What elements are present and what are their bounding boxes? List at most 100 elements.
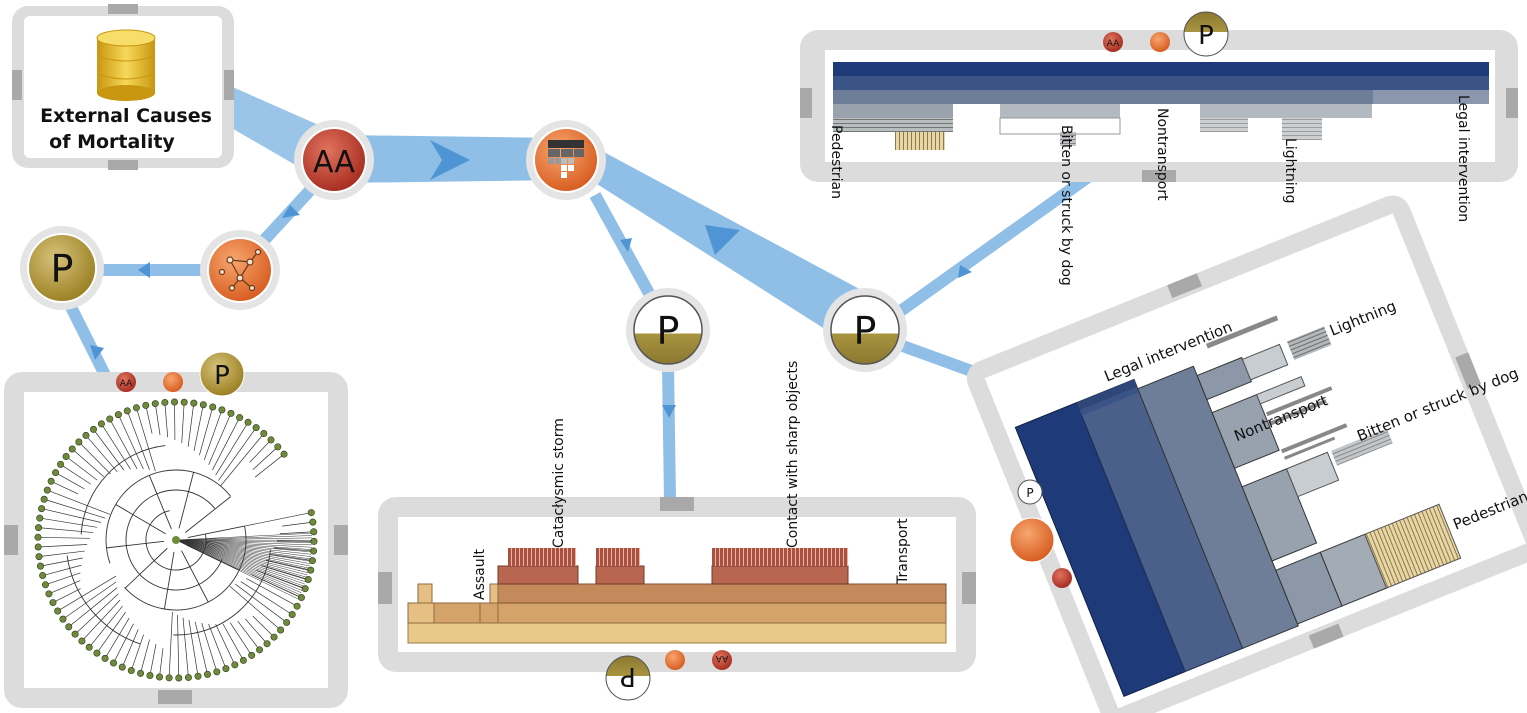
tree-leaf[interactable] (78, 637, 86, 645)
tree-leaf[interactable] (65, 623, 73, 631)
projection-mid-node[interactable]: P (626, 288, 710, 372)
tree-leaf[interactable] (62, 453, 70, 461)
tree-leaf[interactable] (283, 618, 291, 626)
tree-leaf[interactable] (194, 672, 202, 680)
icicle-level-1[interactable] (833, 62, 1489, 76)
bottom-panel-p-badge[interactable] (605, 655, 651, 701)
tree-leaf[interactable] (47, 477, 55, 485)
tree-leaf[interactable] (209, 403, 217, 411)
tree-leaf[interactable] (110, 659, 118, 667)
tree-leaf[interactable] (165, 674, 173, 682)
tree-leaf[interactable] (218, 406, 226, 414)
tree-leaf[interactable] (57, 460, 65, 468)
tree-leaf[interactable] (137, 669, 145, 677)
tree-leaf[interactable] (93, 649, 101, 657)
tree-leaf[interactable] (307, 509, 315, 517)
rotated-treemap-panel[interactable]: Legal intervention Lightning Nontranspor… (961, 176, 1527, 713)
tree-leaf[interactable] (175, 674, 183, 682)
tree-leaf[interactable] (270, 633, 278, 641)
tree-leaf[interactable] (151, 400, 159, 408)
tree-leaf[interactable] (114, 411, 122, 419)
tree-leaf[interactable] (38, 505, 46, 513)
tree-leaf[interactable] (203, 670, 211, 678)
tree-leaf[interactable] (231, 661, 239, 669)
tree-leaf[interactable] (82, 431, 90, 439)
tree-leaf[interactable] (301, 585, 309, 593)
bottom-icicle-panel[interactable]: Assault Catacłysmic storm Contact with s… (378, 361, 976, 701)
tree-leaf[interactable] (41, 581, 49, 589)
tree-leaf[interactable] (252, 424, 260, 432)
hierarchy-node[interactable] (526, 120, 606, 200)
tree-leaf[interactable] (277, 626, 285, 634)
tree-leaf[interactable] (36, 514, 44, 522)
tree-leaf[interactable] (190, 399, 198, 407)
network-node[interactable] (200, 230, 280, 310)
tree-leaf[interactable] (248, 651, 256, 659)
tree-leaf[interactable] (49, 599, 57, 607)
tree-leaf[interactable] (54, 607, 62, 615)
tree-leaf[interactable] (227, 409, 235, 417)
tree-leaf[interactable] (35, 553, 43, 561)
tree-leaf[interactable] (123, 407, 131, 415)
left-panel-p-badge[interactable] (199, 351, 245, 397)
projection-right-node[interactable]: P (823, 288, 907, 372)
tree-leaf[interactable] (59, 615, 67, 623)
top-panel-hierarchy-badge[interactable] (1150, 32, 1170, 52)
tree-leaf[interactable] (297, 594, 305, 602)
tree-leaf[interactable] (239, 656, 247, 664)
radial-tree-panel[interactable]: AA P (4, 351, 348, 708)
tree-leaf[interactable] (36, 562, 44, 570)
tree-leaf[interactable] (97, 420, 105, 428)
tree-leaf[interactable] (39, 572, 47, 580)
tree-leaf[interactable] (89, 425, 97, 433)
tree-leaf[interactable] (309, 518, 317, 526)
tree-leaf[interactable] (45, 590, 53, 598)
tree-leaf[interactable] (184, 673, 192, 681)
tree-leaf[interactable] (132, 404, 140, 412)
tree-root[interactable] (172, 536, 180, 544)
tree-leaf[interactable] (71, 630, 79, 638)
right-panel-aa-badge[interactable] (1052, 568, 1072, 588)
tree-leaf[interactable] (288, 610, 296, 618)
tree-leaf[interactable] (308, 557, 316, 565)
left-panel-network-badge[interactable] (163, 372, 183, 392)
aggregation-node[interactable]: AA (294, 120, 374, 200)
tree-leaf[interactable] (310, 537, 318, 545)
tree-leaf[interactable] (68, 445, 76, 453)
tree-leaf[interactable] (161, 398, 169, 406)
right-panel-p-badge[interactable] (1017, 479, 1043, 505)
projection-left-node[interactable]: P (20, 226, 104, 310)
tree-leaf[interactable] (180, 398, 188, 406)
source-node[interactable]: External Causes of Mortality (12, 4, 234, 170)
top-panel-p-badge[interactable] (1183, 11, 1229, 57)
tree-leaf[interactable] (142, 401, 150, 409)
bottom-panel-hierarchy-badge[interactable] (665, 650, 685, 670)
tree-leaf[interactable] (43, 486, 51, 494)
tree-leaf[interactable] (213, 668, 221, 676)
tree-leaf[interactable] (127, 667, 135, 675)
tree-leaf[interactable] (263, 640, 271, 648)
tree-leaf[interactable] (256, 646, 264, 654)
tree-leaf[interactable] (304, 575, 312, 583)
tree-leaf[interactable] (85, 643, 93, 651)
tree-leaf[interactable] (171, 398, 179, 406)
top-icicle-panel[interactable]: AA P Pedestrian Bitten or struck by dog … (800, 11, 1518, 286)
tree-leaf[interactable] (267, 436, 275, 444)
tree-leaf[interactable] (75, 438, 83, 446)
tree-leaf[interactable] (244, 418, 252, 426)
tree-leaf[interactable] (156, 673, 164, 681)
right-panel-hierarchy-badge[interactable] (1009, 517, 1055, 563)
tree-leaf[interactable] (52, 469, 60, 477)
tree-leaf[interactable] (236, 414, 244, 422)
tree-leaf[interactable] (222, 665, 230, 673)
tree-leaf[interactable] (199, 401, 207, 409)
tree-leaf[interactable] (280, 450, 288, 458)
top-panel-aa-badge[interactable] (1103, 32, 1123, 52)
icicle-level-2[interactable] (833, 76, 1489, 90)
tree-leaf[interactable] (106, 415, 114, 423)
icicle-level-3[interactable] (833, 90, 1373, 104)
tree-leaf[interactable] (118, 663, 126, 671)
tree-leaf[interactable] (101, 654, 109, 662)
tree-leaf[interactable] (35, 524, 43, 532)
left-panel-aa-badge[interactable] (116, 372, 136, 392)
